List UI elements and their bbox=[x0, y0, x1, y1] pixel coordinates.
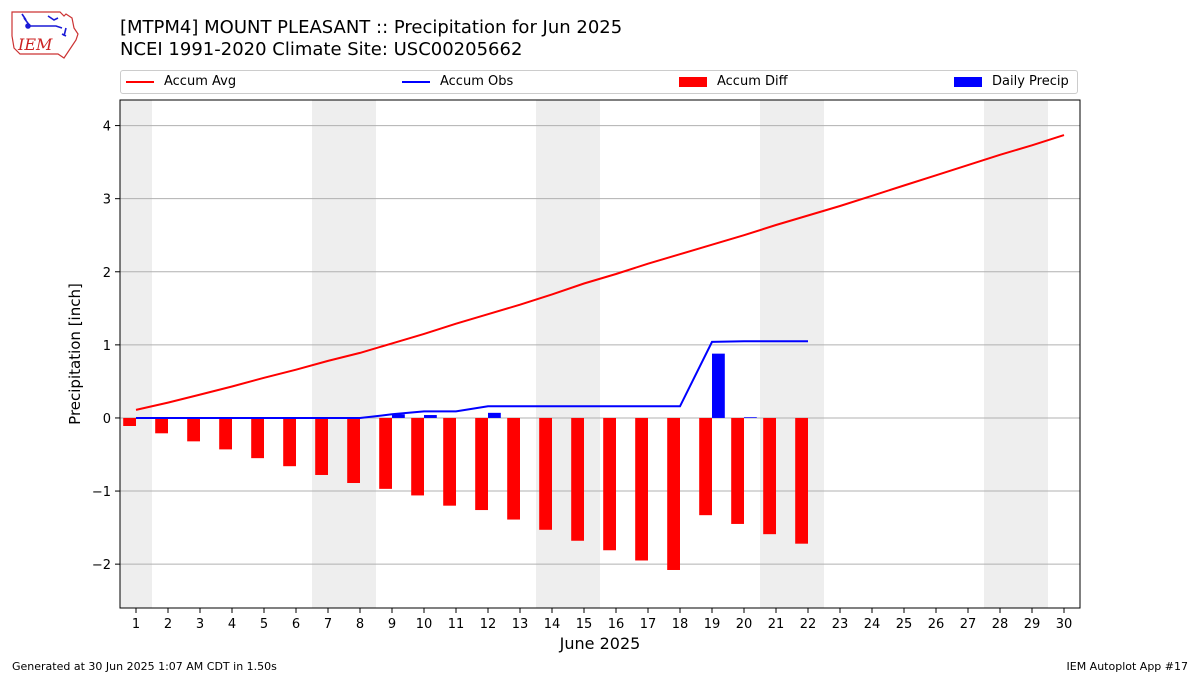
x-tick-label-16: 16 bbox=[608, 617, 625, 632]
x-tick-label-5: 5 bbox=[260, 617, 268, 632]
legend-swatch-accum-avg bbox=[126, 80, 154, 83]
bar-daily-precip-12 bbox=[488, 412, 501, 418]
x-tick-label-1: 1 bbox=[132, 617, 140, 632]
legend-item-accum-diff: Accum Diff bbox=[679, 74, 788, 89]
svg-text:IEM: IEM bbox=[17, 35, 53, 54]
legend-swatch-accum-obs bbox=[402, 80, 430, 83]
bar-accum-diff-3 bbox=[187, 417, 200, 442]
bar-accum-diff-19 bbox=[699, 417, 712, 516]
bar-accum-diff-22 bbox=[795, 417, 808, 544]
y-tick-label-0: −2 bbox=[92, 558, 111, 573]
x-tick-label-17: 17 bbox=[640, 617, 657, 632]
weekend-shade-2 bbox=[536, 100, 600, 608]
legend-swatch-daily-precip bbox=[954, 76, 982, 87]
bar-accum-diff-21 bbox=[763, 417, 776, 535]
y-axis-label: Precipitation [inch] bbox=[66, 283, 84, 425]
legend-item-accum-obs: Accum Obs bbox=[402, 74, 513, 89]
bar-accum-diff-12 bbox=[475, 417, 488, 511]
bar-accum-diff-1 bbox=[123, 417, 136, 426]
x-tick-label-27: 27 bbox=[960, 617, 977, 632]
bar-accum-diff-14 bbox=[539, 417, 552, 530]
x-tick-label-13: 13 bbox=[512, 617, 529, 632]
bar-accum-diff-13 bbox=[507, 417, 520, 520]
legend-item-accum-avg: Accum Avg bbox=[126, 74, 236, 89]
bar-accum-diff-6 bbox=[283, 417, 296, 467]
bar-accum-diff-18 bbox=[667, 417, 680, 570]
x-tick-label-12: 12 bbox=[480, 617, 497, 632]
bar-daily-precip-10 bbox=[424, 415, 437, 418]
footer-app-text: IEM Autoplot App #17 bbox=[1066, 660, 1189, 673]
line-accum-obs bbox=[136, 340, 808, 419]
legend-label-accum-avg: Accum Avg bbox=[164, 74, 237, 89]
x-tick-label-2: 2 bbox=[164, 617, 172, 632]
x-tick-label-4: 4 bbox=[228, 617, 236, 632]
bar-daily-precip-20 bbox=[744, 417, 757, 418]
x-tick-label-8: 8 bbox=[356, 617, 364, 632]
y-tick-label-4: 2 bbox=[103, 266, 111, 281]
x-tick-label-9: 9 bbox=[388, 617, 396, 632]
bar-accum-diff-2 bbox=[155, 417, 168, 434]
x-tick-label-20: 20 bbox=[736, 617, 753, 632]
line-accum-avg bbox=[135, 134, 1065, 411]
x-tick-label-11: 11 bbox=[448, 617, 465, 632]
weekend-shade-4 bbox=[984, 100, 1048, 608]
bar-daily-precip-9 bbox=[392, 414, 405, 418]
x-tick-label-30: 30 bbox=[1056, 617, 1073, 632]
x-tick-label-14: 14 bbox=[544, 617, 561, 632]
bar-accum-diff-4 bbox=[219, 417, 232, 450]
x-tick-label-7: 7 bbox=[324, 617, 332, 632]
bar-accum-diff-15 bbox=[571, 417, 584, 541]
bar-accum-diff-5 bbox=[251, 417, 264, 459]
bar-accum-diff-16 bbox=[603, 417, 616, 551]
x-tick-label-21: 21 bbox=[768, 617, 785, 632]
chart-title: [MTPM4] MOUNT PLEASANT :: Precipitation … bbox=[120, 17, 623, 38]
legend-swatch-accum-diff bbox=[679, 76, 707, 87]
x-tick-label-24: 24 bbox=[864, 617, 881, 632]
bar-accum-diff-20 bbox=[731, 417, 744, 524]
x-tick-label-23: 23 bbox=[832, 617, 849, 632]
x-tick-label-10: 10 bbox=[416, 617, 433, 632]
y-tick-label-6: 4 bbox=[103, 120, 111, 135]
y-tick-label-5: 3 bbox=[103, 193, 111, 208]
bar-accum-diff-7 bbox=[315, 417, 328, 475]
legend-label-accum-diff: Accum Diff bbox=[717, 74, 788, 89]
bar-accum-diff-8 bbox=[347, 417, 360, 484]
bar-accum-diff-11 bbox=[443, 417, 456, 506]
x-tick-label-6: 6 bbox=[292, 617, 300, 632]
x-tick-label-19: 19 bbox=[704, 617, 721, 632]
y-tick-label-3: 1 bbox=[103, 339, 111, 354]
iem-logo: IEM bbox=[11, 11, 79, 59]
footer-generated-text: Generated at 30 Jun 2025 1:07 AM CDT in … bbox=[12, 660, 277, 673]
legend-item-daily-precip: Daily Precip bbox=[954, 74, 1069, 89]
bar-accum-diff-17 bbox=[635, 417, 648, 561]
x-axis-label: June 2025 bbox=[559, 634, 641, 653]
x-tick-label-22: 22 bbox=[800, 617, 817, 632]
chart-subtitle: NCEI 1991-2020 Climate Site: USC00205662 bbox=[120, 39, 523, 60]
x-tick-label-28: 28 bbox=[992, 617, 1009, 632]
legend-label-daily-precip: Daily Precip bbox=[992, 74, 1069, 89]
x-tick-label-18: 18 bbox=[672, 617, 689, 632]
x-tick-label-15: 15 bbox=[576, 617, 593, 632]
x-tick-label-29: 29 bbox=[1024, 617, 1041, 632]
bar-daily-precip-19 bbox=[712, 353, 725, 418]
bar-accum-diff-10 bbox=[411, 417, 424, 496]
chart-legend: Accum Avg Accum Obs Accum Diff Daily Pre… bbox=[120, 70, 1078, 94]
y-tick-label-1: −1 bbox=[92, 485, 111, 500]
weekend-shade-1 bbox=[312, 100, 376, 608]
legend-label-accum-obs: Accum Obs bbox=[440, 74, 514, 89]
bar-accum-diff-9 bbox=[379, 417, 392, 489]
x-tick-label-3: 3 bbox=[196, 617, 204, 632]
plot-frame bbox=[119, 99, 1081, 609]
x-tick-label-26: 26 bbox=[928, 617, 945, 632]
weekend-shade-0 bbox=[120, 100, 152, 608]
y-tick-label-2: 0 bbox=[103, 412, 111, 427]
x-tick-label-25: 25 bbox=[896, 617, 913, 632]
